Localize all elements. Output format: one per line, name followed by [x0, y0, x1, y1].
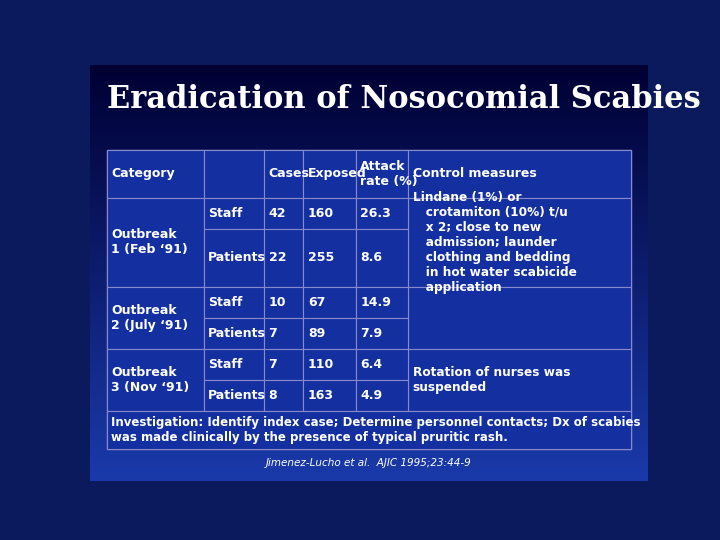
Text: Lindane (1%) or
   crotamiton (10%) t/u
   x 2; close to new
   admission; laund: Lindane (1%) or crotamiton (10%) t/u x 2…: [413, 191, 577, 294]
Text: Investigation: Identify index case; Determine personnel contacts; Dx of scabies
: Investigation: Identify index case; Dete…: [111, 416, 641, 444]
Text: 6.4: 6.4: [360, 358, 382, 371]
Text: Attack
rate (%): Attack rate (%): [360, 160, 418, 188]
Text: Staff: Staff: [208, 206, 243, 220]
Text: 255: 255: [308, 251, 334, 264]
Text: Patients: Patients: [208, 251, 266, 264]
Text: 26.3: 26.3: [360, 206, 391, 220]
Bar: [356, 318, 408, 349]
Bar: [204, 150, 264, 198]
Text: 8: 8: [269, 389, 277, 402]
Text: 22: 22: [269, 251, 286, 264]
Text: Cases: Cases: [269, 167, 310, 180]
Text: Jimenez-Lucho et al.  AJIC 1995;23:44-9: Jimenez-Lucho et al. AJIC 1995;23:44-9: [266, 458, 472, 468]
Bar: [303, 150, 356, 198]
Bar: [107, 287, 204, 349]
Bar: [107, 198, 204, 287]
Bar: [356, 198, 408, 228]
Text: Control measures: Control measures: [413, 167, 536, 180]
Text: 7: 7: [269, 358, 277, 371]
Text: 10: 10: [269, 296, 286, 309]
Bar: [264, 150, 303, 198]
Text: 163: 163: [308, 389, 334, 402]
Text: 42: 42: [269, 206, 286, 220]
Bar: [264, 349, 303, 380]
Text: 4.9: 4.9: [360, 389, 382, 402]
Bar: [264, 318, 303, 349]
Bar: [303, 349, 356, 380]
Bar: [303, 318, 356, 349]
Bar: [264, 198, 303, 228]
Text: Staff: Staff: [208, 296, 243, 309]
Bar: [204, 349, 264, 380]
Text: 7: 7: [269, 327, 277, 340]
Bar: [107, 411, 631, 449]
Text: 89: 89: [308, 327, 325, 340]
Bar: [408, 287, 631, 349]
Text: Outbreak
1 (Feb ‘91): Outbreak 1 (Feb ‘91): [111, 228, 188, 256]
Bar: [303, 228, 356, 287]
Bar: [107, 349, 204, 411]
Text: Staff: Staff: [208, 358, 243, 371]
Bar: [204, 198, 264, 228]
Bar: [356, 287, 408, 318]
Bar: [408, 349, 631, 411]
Bar: [264, 380, 303, 411]
Text: Outbreak
3 (Nov ‘91): Outbreak 3 (Nov ‘91): [111, 366, 189, 394]
Bar: [356, 150, 408, 198]
Bar: [408, 198, 631, 287]
Bar: [264, 287, 303, 318]
Text: Eradication of Nosocomial Scabies: Eradication of Nosocomial Scabies: [107, 84, 701, 114]
Bar: [204, 228, 264, 287]
Text: Patients: Patients: [208, 389, 266, 402]
Bar: [408, 150, 631, 198]
Bar: [264, 228, 303, 287]
Bar: [303, 287, 356, 318]
Bar: [356, 228, 408, 287]
Text: 110: 110: [308, 358, 334, 371]
Text: Patients: Patients: [208, 327, 266, 340]
Text: 67: 67: [308, 296, 325, 309]
Text: Category: Category: [111, 167, 175, 180]
Bar: [107, 150, 204, 198]
Bar: [204, 287, 264, 318]
Text: Exposed: Exposed: [308, 167, 366, 180]
Text: 8.6: 8.6: [360, 251, 382, 264]
Bar: [356, 380, 408, 411]
Bar: [204, 380, 264, 411]
Text: 160: 160: [308, 206, 334, 220]
Bar: [303, 198, 356, 228]
Bar: [303, 380, 356, 411]
Text: 14.9: 14.9: [360, 296, 391, 309]
Bar: [204, 318, 264, 349]
Text: 7.9: 7.9: [360, 327, 382, 340]
Bar: [356, 349, 408, 380]
Bar: [107, 150, 631, 449]
Text: Rotation of nurses was
suspended: Rotation of nurses was suspended: [413, 366, 570, 394]
Text: Outbreak
2 (July ‘91): Outbreak 2 (July ‘91): [111, 304, 189, 332]
